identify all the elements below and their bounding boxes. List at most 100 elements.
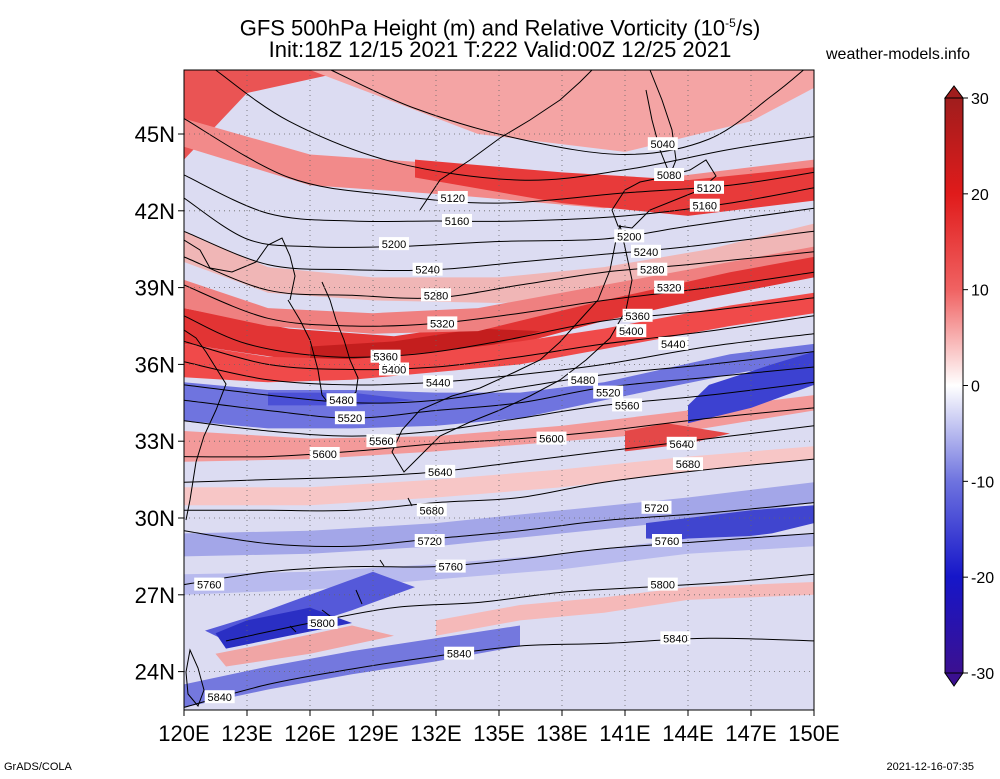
contour-label-bg — [444, 646, 475, 660]
height-contour-5280 — [184, 251, 814, 299]
contour-label-text: 5280 — [640, 265, 664, 277]
contour-label-text: 5280 — [424, 290, 448, 302]
contour-label: 5440 — [658, 336, 689, 351]
contour-label-bg — [204, 690, 235, 704]
vorticity-region — [215, 625, 394, 667]
contour-label-text: 5160 — [445, 216, 469, 228]
vorticity-region — [688, 351, 814, 424]
vorticity-region — [184, 70, 352, 160]
contour-label-bg — [666, 436, 697, 450]
height-contour-5520 — [184, 366, 814, 419]
contour-label-bg — [694, 180, 724, 194]
contour-label-text: 5840 — [663, 633, 687, 645]
contour-label: 5680 — [673, 457, 703, 471]
colorbar: 30 20 10 0 -10 -20 -30 — [944, 85, 994, 687]
contour-label-bg — [673, 457, 703, 471]
contour-label-text: 5640 — [669, 439, 693, 451]
colorbar-tick-label: 0 — [971, 379, 980, 396]
height-contours — [184, 70, 814, 708]
vorticity-region — [184, 292, 814, 383]
contour-label-bg — [612, 398, 643, 412]
contour-label-bg — [309, 447, 340, 460]
contour-label-bg — [412, 262, 443, 276]
contour-label: 5760 — [652, 534, 682, 548]
contour-label-text: 5760 — [438, 562, 462, 574]
china-coastline — [184, 237, 296, 521]
contour-label-bg — [437, 191, 468, 204]
lon-tick-label: 129E — [347, 721, 398, 746]
lon-tick-label: 120E — [158, 721, 209, 746]
contour-label-text: 5360 — [373, 352, 397, 364]
contour-label-bg — [689, 198, 720, 212]
colorbar-top-arrow — [944, 85, 964, 99]
contour-label: 5400 — [379, 362, 409, 377]
contour-label-bg — [616, 324, 647, 338]
contour-label-text: 5600 — [539, 434, 563, 446]
contour-label: 5640 — [425, 464, 456, 479]
contour-label-text: 5120 — [441, 193, 465, 205]
colorbar-bottom-arrow — [944, 672, 964, 687]
contour-label: 5200 — [614, 229, 645, 243]
height-contour-5040 — [330, 70, 804, 156]
contour-label: 5320 — [654, 280, 685, 295]
vorticity-region — [184, 343, 814, 429]
ryukyu-islands — [289, 497, 413, 633]
lat-tick-label: 27N — [135, 583, 175, 608]
contour-label: 5760 — [435, 559, 466, 574]
contour-label: 5480 — [568, 372, 598, 387]
contour-label-bg — [658, 336, 689, 350]
height-contour-5840 — [184, 637, 814, 708]
lat-tick-label: 36N — [135, 352, 175, 377]
colorbar-tick-label: -30 — [971, 666, 994, 683]
contour-label-text: 5320 — [657, 283, 681, 295]
contour-label-bg — [416, 503, 447, 517]
lon-tick-label: 147E — [725, 721, 776, 746]
footer-timestamp: 2021-12-16-07:35 — [886, 761, 974, 773]
contour-label: 5680 — [416, 503, 447, 517]
colorbar-ticks: 30 20 10 0 -10 -20 -30 — [963, 91, 994, 683]
contour-label-bg — [647, 137, 678, 151]
lat-tick-label: 42N — [135, 199, 175, 224]
height-contour-5360 — [184, 297, 814, 358]
contour-label: 5280 — [421, 288, 451, 302]
contour-label-text: 5200 — [382, 239, 406, 251]
site-label: weather-models.info — [826, 46, 971, 63]
lat-tick-label: 45N — [135, 122, 175, 147]
contour-label-bg — [647, 577, 678, 591]
contour-labels: 5040 5080 5120 5120 5160 5160 5200 5200 5240 5240… — [194, 137, 724, 704]
contour-label-bg — [370, 349, 401, 363]
colorbar-tick-label: -10 — [971, 474, 994, 491]
taiwan-coastline — [185, 648, 205, 707]
contour-label: 5600 — [309, 447, 340, 461]
contour-label-text: 5760 — [197, 580, 221, 592]
contour-label-bg — [414, 534, 445, 547]
contour-label-text: 5800 — [310, 618, 334, 630]
contour-label: 5240 — [412, 262, 443, 277]
contour-label-text: 5560 — [615, 400, 639, 412]
contour-label-bg — [425, 464, 456, 478]
contour-label-text: 5760 — [655, 536, 679, 548]
contour-label-text: 5480 — [571, 375, 595, 387]
contour-label: 5160 — [442, 214, 472, 228]
contour-label-bg — [568, 372, 598, 386]
contour-label: 5440 — [423, 375, 454, 389]
colorbar-tick-label: 10 — [971, 283, 989, 300]
lon-tick-label: 126E — [284, 721, 335, 746]
contour-label: 5200 — [379, 237, 409, 251]
contour-label: 5360 — [622, 308, 653, 323]
contour-label: 5120 — [437, 191, 468, 205]
lon-tick-label: 141E — [599, 721, 650, 746]
contour-label-bg — [654, 280, 685, 294]
lon-tick-label: 132E — [410, 721, 461, 746]
contour-label-bg — [194, 577, 225, 591]
height-contour-5680 — [184, 458, 814, 512]
contour-label-bg — [660, 631, 691, 645]
contour-label-text: 5200 — [617, 231, 641, 243]
contour-label: 5600 — [536, 431, 567, 446]
height-contour-5720 — [184, 502, 814, 547]
contour-label: 5160 — [689, 198, 720, 213]
vorticity-region — [310, 328, 541, 365]
contour-label-bg — [614, 229, 645, 243]
contour-label: 5560 — [366, 434, 397, 448]
